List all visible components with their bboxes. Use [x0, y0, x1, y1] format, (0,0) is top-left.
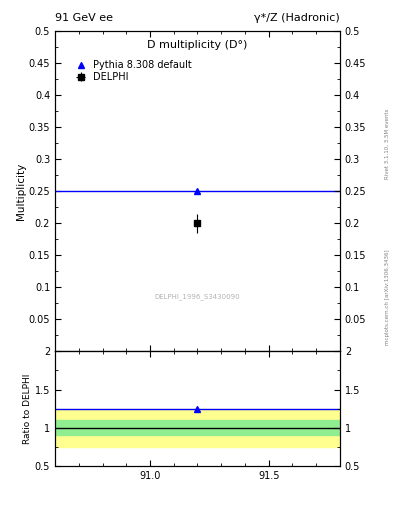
- Text: 91 GeV ee: 91 GeV ee: [55, 13, 113, 23]
- Text: γ*/Z (Hadronic): γ*/Z (Hadronic): [254, 13, 340, 23]
- Text: Rivet 3.1.10, 3.5M events: Rivet 3.1.10, 3.5M events: [385, 108, 389, 179]
- Y-axis label: Multiplicity: Multiplicity: [16, 162, 26, 220]
- Bar: [55, 409, 340, 447]
- Text: D multiplicity (D°): D multiplicity (D°): [147, 40, 248, 50]
- Y-axis label: Ratio to DELPHI: Ratio to DELPHI: [23, 373, 32, 444]
- Text: mcplots.cern.ch [arXiv:1306.3436]: mcplots.cern.ch [arXiv:1306.3436]: [385, 249, 389, 345]
- Bar: [55, 420, 340, 435]
- Legend: Pythia 8.308 default, DELPHI: Pythia 8.308 default, DELPHI: [71, 58, 193, 84]
- Text: DELPHI_1996_S3430090: DELPHI_1996_S3430090: [155, 293, 240, 300]
